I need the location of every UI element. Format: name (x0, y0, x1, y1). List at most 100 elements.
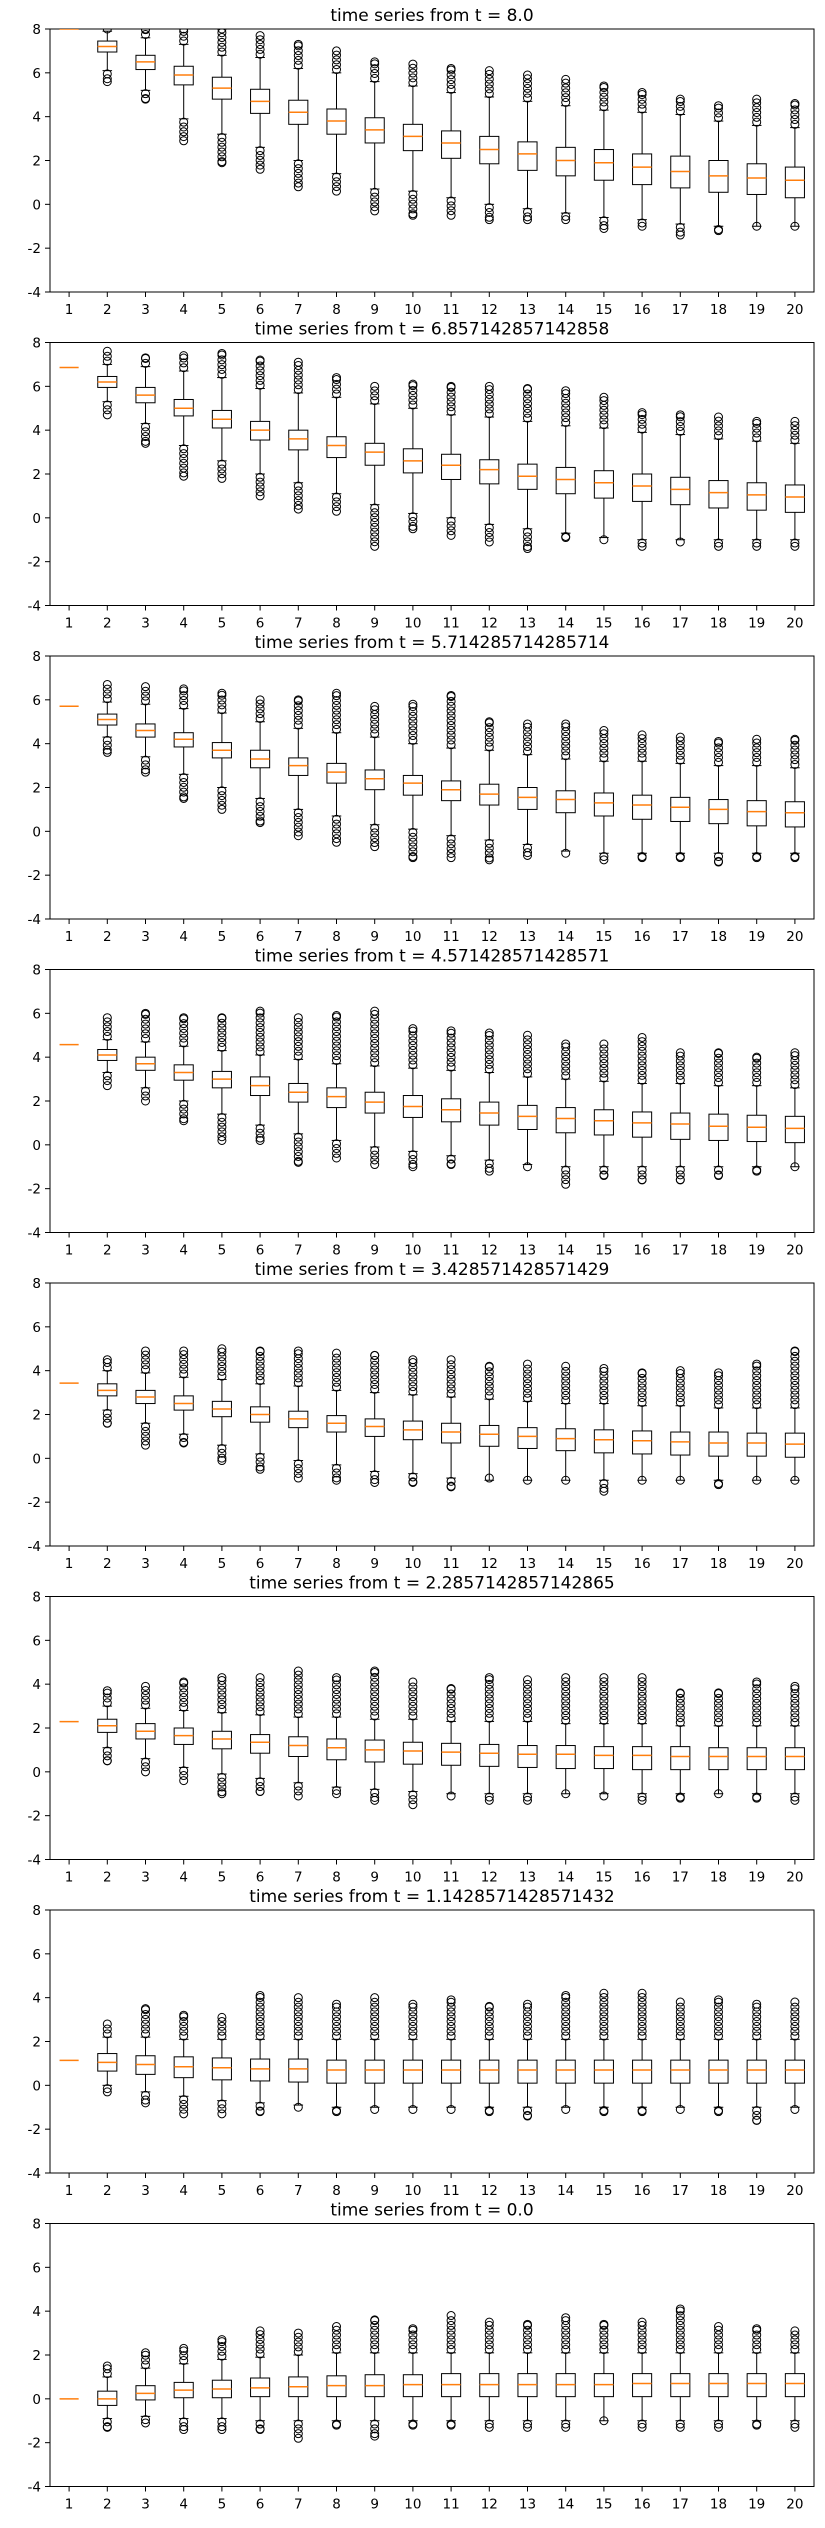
box-13 (517, 384, 538, 554)
flier-point (599, 2007, 609, 2017)
flier-point (255, 2326, 265, 2336)
box-20 (784, 1346, 805, 1485)
flier-point (752, 2106, 762, 2116)
flier-point (484, 1064, 494, 1074)
x-tick-label: 19 (748, 1556, 765, 1572)
flier-point (599, 1366, 609, 1376)
flier-point (752, 1693, 762, 1703)
flier-point (102, 410, 112, 420)
flier-point (714, 421, 723, 431)
flier-point (599, 2340, 609, 2350)
flier-point (675, 2007, 685, 2017)
flier-point (255, 695, 265, 705)
flier-point (561, 1056, 571, 1066)
box-10 (402, 1024, 423, 1172)
flier-point (408, 702, 418, 712)
flier-point (370, 532, 380, 542)
flier-point (102, 405, 112, 415)
flier-point (714, 2021, 723, 2031)
box-12 (479, 2317, 500, 2432)
y-tick-label: -2 (28, 555, 41, 571)
box-9 (364, 1350, 385, 1487)
flier-point (484, 2419, 494, 2429)
box-body (555, 146, 576, 177)
box-18 (708, 1995, 729, 2117)
flier-point (217, 158, 227, 168)
flier-point (332, 1699, 341, 1709)
flier-point (637, 414, 647, 424)
flier-point (408, 2104, 418, 2114)
flier-point (446, 1026, 456, 1036)
flier-point (561, 88, 571, 98)
flier-point (293, 2012, 303, 2022)
box-13 (517, 719, 538, 860)
flier-point (675, 97, 685, 107)
flier-point (408, 78, 418, 88)
box-group (59, 1988, 805, 2125)
flier-point (752, 2012, 762, 2022)
flier-point (484, 74, 494, 84)
flier-point (179, 1038, 189, 1048)
flier-point (790, 1390, 800, 1400)
box-body (593, 1429, 614, 1454)
flier-point (790, 2326, 800, 2336)
flier-point (523, 408, 532, 418)
flier-point (675, 1075, 685, 1085)
flier-point (255, 164, 265, 174)
flier-point (599, 1073, 609, 1083)
box-4 (173, 1677, 194, 1786)
flier-point (332, 172, 341, 182)
flier-point (370, 59, 380, 69)
flier-point (370, 197, 380, 207)
flier-point (293, 1666, 303, 1676)
flier-point (675, 1388, 685, 1398)
flier-point (561, 2335, 571, 2345)
flier-point (370, 2002, 380, 2012)
flier-point (446, 1374, 456, 1384)
flier-point (523, 746, 532, 756)
flier-point (484, 79, 494, 89)
flier-point (599, 1395, 609, 1405)
flier-point (675, 426, 685, 436)
x-tick-label: 19 (748, 1243, 765, 1259)
flier-point (408, 1055, 418, 1065)
flier-point (790, 416, 800, 426)
x-tick-label: 10 (404, 616, 421, 632)
flier-point (446, 1694, 456, 1704)
flier-point (217, 37, 227, 47)
flier-point (637, 2021, 647, 2031)
flier-point (332, 720, 341, 730)
flier-point (141, 1436, 150, 1446)
flier-point (408, 194, 418, 204)
flier-point (217, 791, 227, 801)
flier-point (141, 1014, 150, 1024)
y-tick-label: 0 (32, 1451, 41, 1467)
flier-point (332, 705, 341, 715)
flier-point (141, 358, 150, 368)
flier-point (293, 2026, 303, 2036)
flier-point (752, 743, 762, 753)
flier-point (179, 2095, 189, 2105)
flier-point (446, 2420, 456, 2430)
flier-point (255, 1702, 265, 1712)
x-tick-label: 3 (141, 1870, 150, 1886)
flier-point (408, 512, 418, 522)
flier-point (523, 2419, 532, 2429)
flier-point (332, 1368, 341, 1378)
flier-point (217, 2021, 227, 2031)
flier-point (599, 1165, 609, 1175)
box-body (555, 1107, 576, 1134)
box-2 (97, 679, 118, 757)
flier-point (370, 396, 380, 406)
flier-point (446, 1355, 456, 1365)
flier-point (217, 473, 227, 483)
flier-point (255, 1678, 265, 1688)
flier-point (217, 459, 227, 469)
flier-point (408, 726, 418, 736)
box-15 (593, 1039, 614, 1181)
flier-point (217, 800, 227, 810)
box-19 (746, 1359, 767, 1485)
flier-point (714, 743, 723, 753)
x-tick-label: 8 (332, 2183, 341, 2199)
flier-point (675, 2304, 685, 2314)
